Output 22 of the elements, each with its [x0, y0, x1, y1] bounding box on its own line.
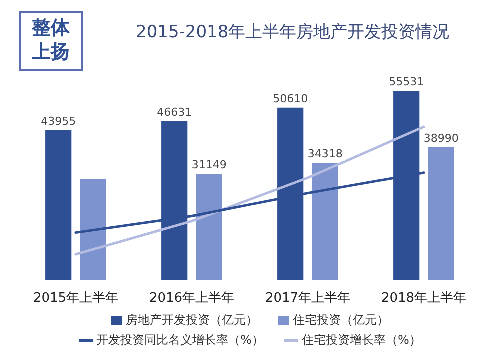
data-label: 38990: [424, 132, 459, 145]
text: 整体上扬: [31, 16, 71, 63]
data-label: 43955: [41, 114, 76, 128]
x-tick-label: 2015年上半年: [33, 291, 119, 306]
data-label: 31149: [192, 158, 227, 172]
x-tick-label: 2016年上半年: [149, 291, 235, 306]
bar: [46, 130, 72, 280]
data-label: 34318: [308, 148, 343, 161]
legend-label: 开发投资同比名义增长率（%）: [96, 332, 264, 348]
bar: [428, 147, 454, 280]
x-tick-label: 2018年上半年: [381, 291, 467, 306]
bar: [80, 179, 106, 280]
chart-title: 2015-2018年上半年房地产开发投资情况: [136, 22, 450, 42]
legend-label: 住宅投资增长率（%）: [302, 332, 422, 348]
bar: [196, 174, 222, 280]
x-tick-label: 2017年上半年: [265, 291, 351, 306]
data-label: 46631: [157, 106, 192, 119]
legend-label: 住宅投资（亿元）: [293, 312, 389, 328]
data-label: 55531: [389, 76, 424, 89]
data-label: 50610: [273, 92, 308, 106]
bar: [312, 163, 338, 280]
legend-label: 房地产开发投资（亿元）: [126, 312, 258, 328]
